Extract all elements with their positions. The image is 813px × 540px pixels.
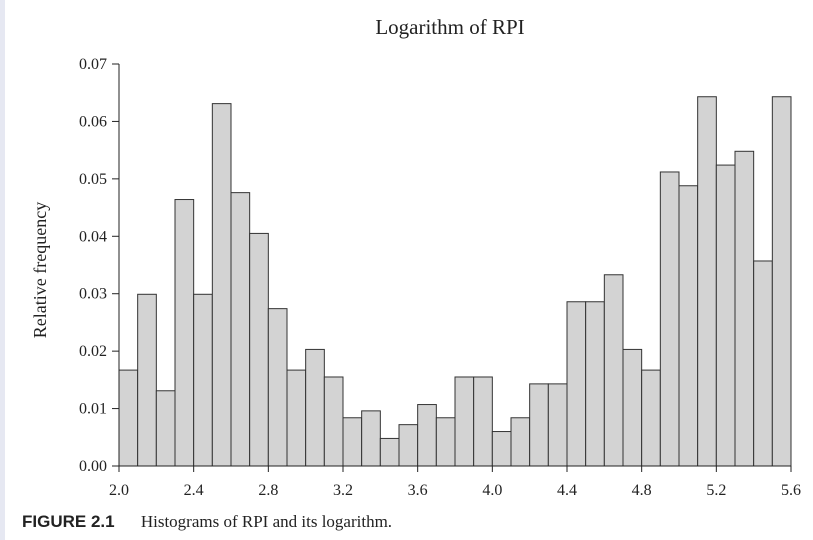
histogram-bar <box>361 410 381 467</box>
histogram-bar <box>697 96 717 467</box>
histogram-bar <box>603 274 624 467</box>
histogram-bar <box>566 301 587 467</box>
histogram-bar <box>473 376 493 467</box>
histogram-bar <box>305 348 325 467</box>
x-tick-label: 5.6 <box>781 482 801 499</box>
histogram-bar <box>417 404 437 467</box>
x-tick-label: 4.0 <box>482 482 502 499</box>
y-tick-label: 0.07 <box>79 56 107 73</box>
axes: 0.00 0.01 0.02 0.03 0.04 0.05 0.06 0.07 2.0 2.4 2.… <box>79 56 801 499</box>
y-tick-label: 0.02 <box>79 343 107 360</box>
histogram-bar <box>491 431 512 467</box>
caption-text: Histograms of RPI and its logarithm. <box>140 512 393 531</box>
histogram-bar <box>323 376 344 467</box>
histogram-bar <box>734 150 755 467</box>
histogram-bar <box>753 260 773 467</box>
histogram-bar <box>715 164 736 467</box>
histogram-bar <box>174 199 195 467</box>
caption-label: FIGURE 2.1 <box>22 512 115 531</box>
page-edge-stripe <box>0 0 5 540</box>
histogram-bar <box>379 437 400 467</box>
histogram-bar <box>155 390 176 467</box>
y-tick-label: 0.01 <box>79 401 107 418</box>
y-tick-label: 0.04 <box>79 228 107 245</box>
histogram-bar <box>771 96 792 467</box>
histogram-bar <box>137 293 157 467</box>
y-tick-label: 0.00 <box>79 458 107 475</box>
x-tick-label: 3.6 <box>408 482 428 499</box>
histogram-bar <box>547 383 568 467</box>
x-tick-label: 5.2 <box>706 482 726 499</box>
histogram-bar <box>267 308 288 467</box>
histogram-bar <box>585 301 605 467</box>
x-tick-label: 3.2 <box>333 482 353 499</box>
histogram-bar <box>230 192 251 467</box>
x-tick-label: 4.8 <box>632 482 652 499</box>
figure-caption: FIGURE 2.1 Histograms of RPI and its log… <box>22 512 392 532</box>
x-tick-label: 2.8 <box>258 482 278 499</box>
histogram-bar <box>435 417 456 467</box>
histogram-bar <box>249 232 269 467</box>
histogram-bar <box>641 369 661 467</box>
histogram-bar <box>342 417 363 467</box>
y-tick-label: 0.03 <box>79 286 107 303</box>
y-tick-label: 0.05 <box>79 171 107 188</box>
x-tick-label: 2.0 <box>109 482 129 499</box>
bars <box>118 96 792 467</box>
histogram-bar <box>678 185 699 467</box>
chart-title: Logarithm of RPI <box>375 15 524 39</box>
histogram-bar <box>510 417 531 467</box>
y-tick-label: 0.06 <box>79 113 107 130</box>
histogram-bar <box>622 348 643 467</box>
histogram-bar <box>193 293 213 467</box>
histogram-bar <box>659 171 680 467</box>
histogram-bar <box>454 376 475 467</box>
histogram-bar <box>529 383 549 467</box>
x-tick-label: 4.4 <box>557 482 577 499</box>
histogram-bar <box>211 103 232 467</box>
y-axis-label: Relative frequency <box>30 202 50 338</box>
x-tick-label: 2.4 <box>184 482 204 499</box>
histogram-bar <box>118 369 139 467</box>
histogram-bar <box>398 424 419 467</box>
histogram-bar <box>286 369 307 467</box>
